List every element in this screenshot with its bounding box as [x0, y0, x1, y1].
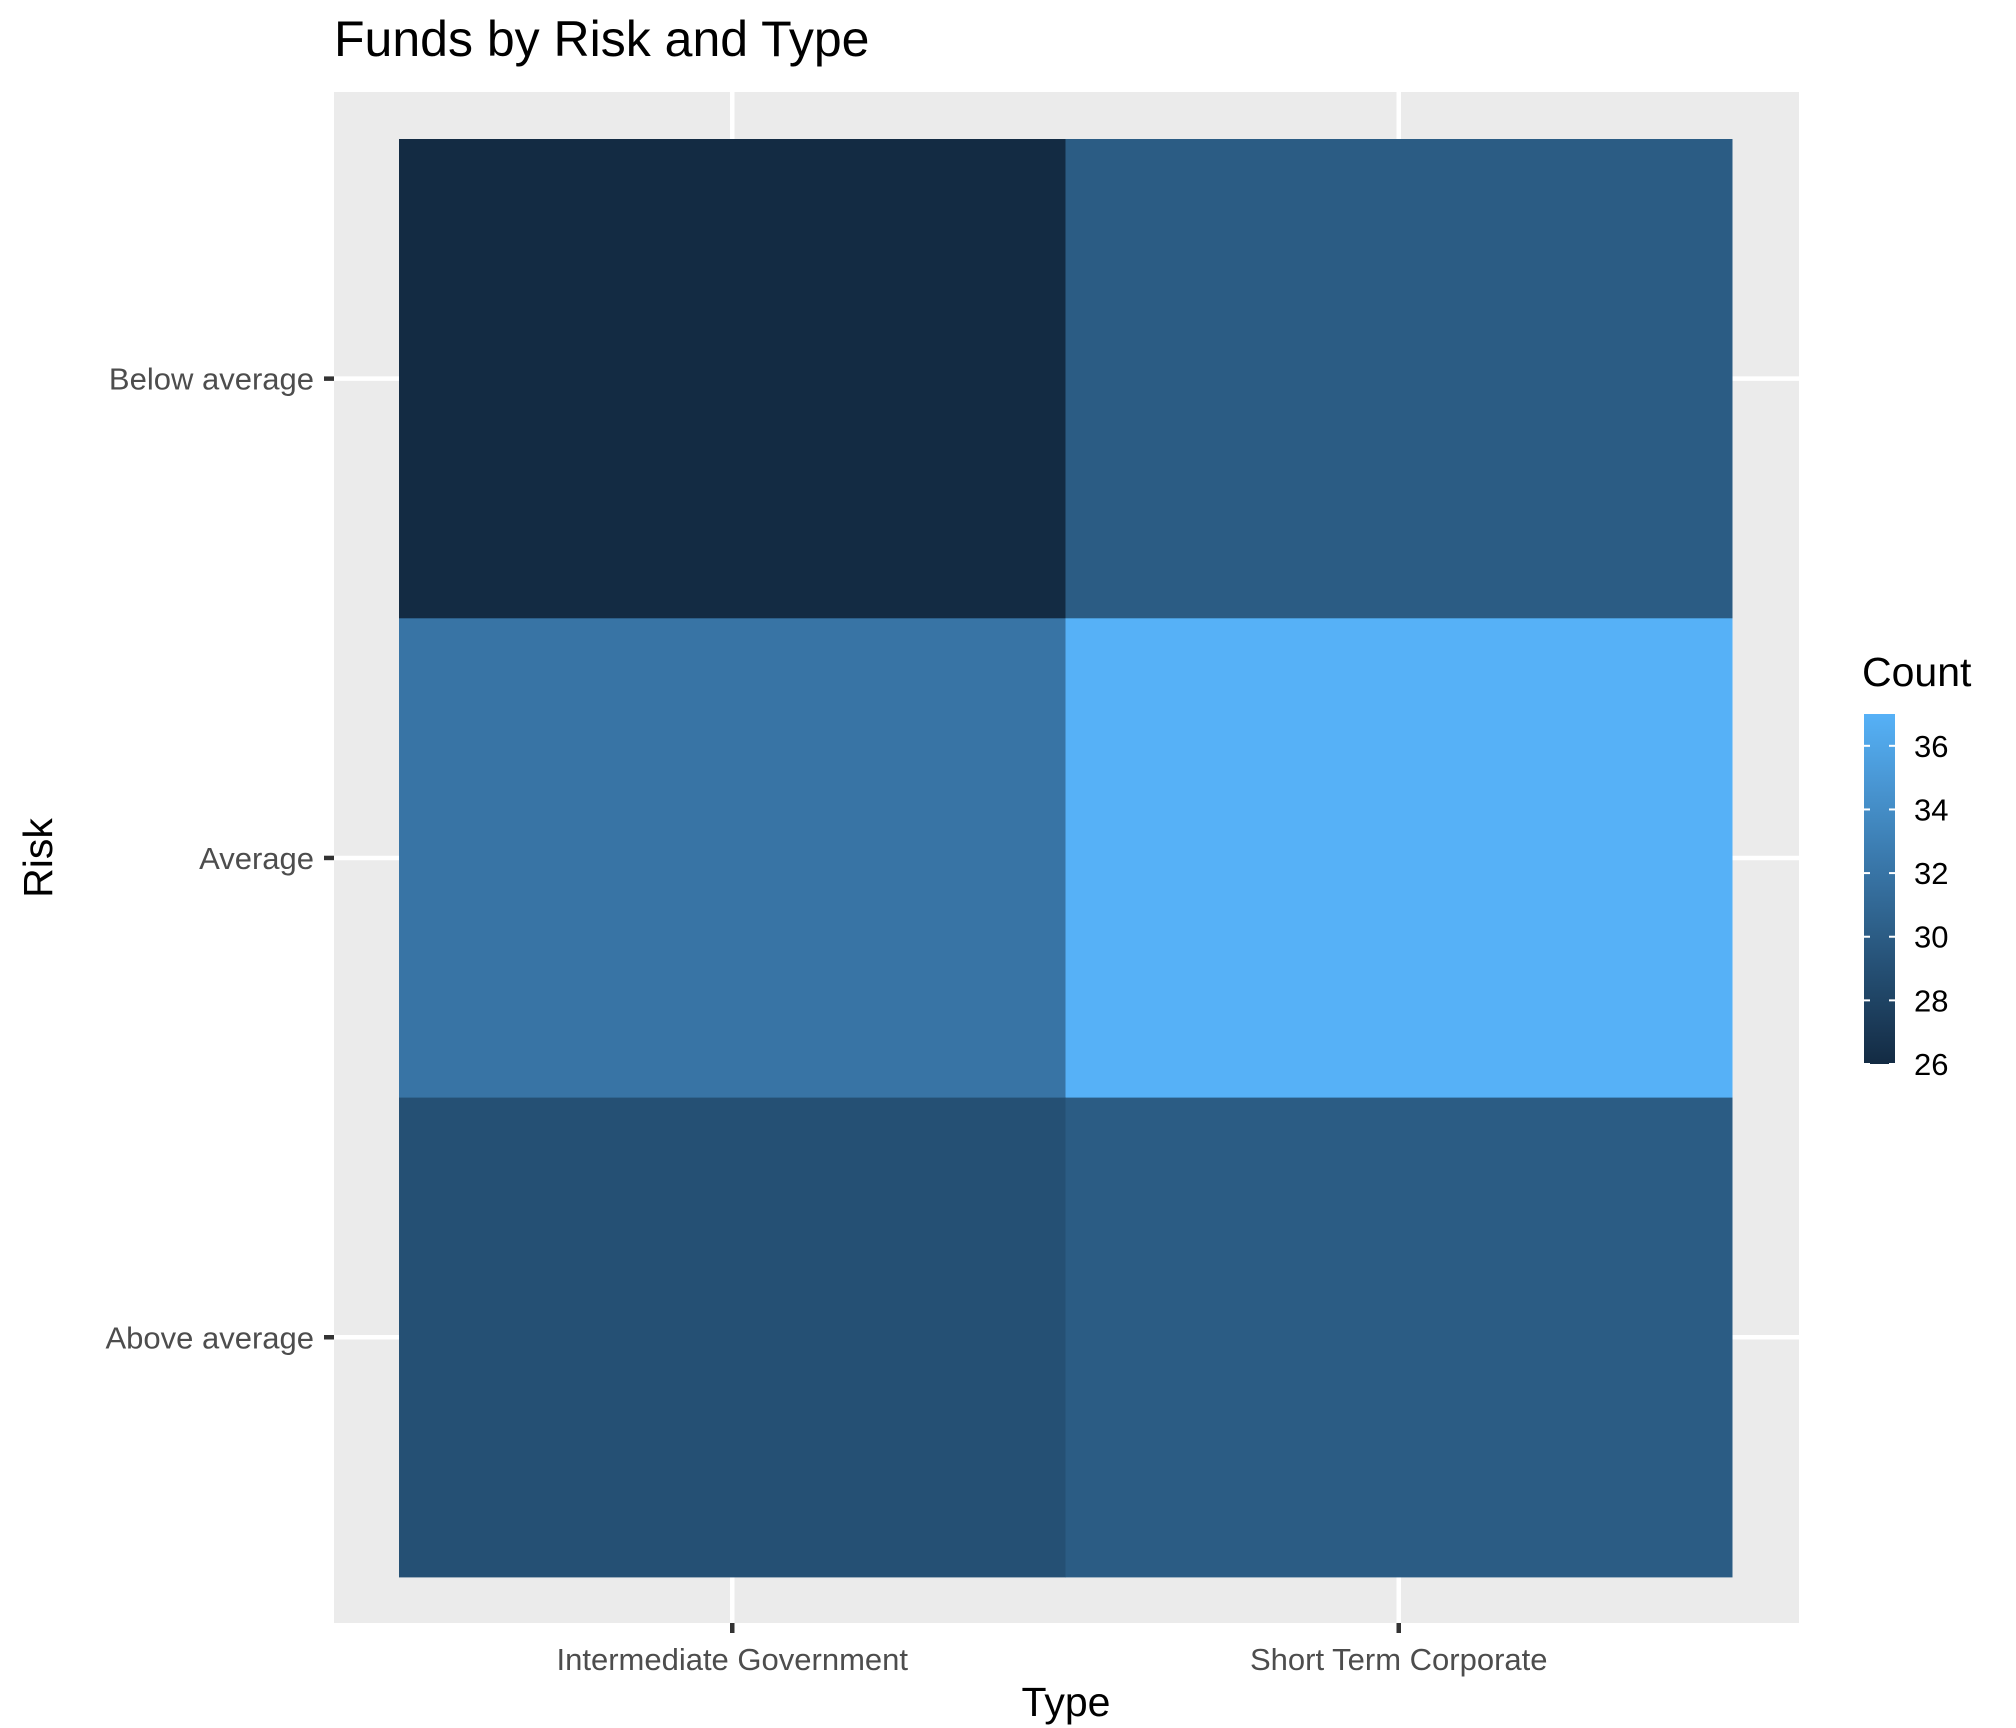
legend-label-30: 30 [1914, 920, 1948, 955]
legend-label-26: 26 [1914, 1047, 1948, 1082]
legend-label-34: 34 [1914, 792, 1948, 827]
chart-title: Funds by Risk and Type [334, 11, 869, 67]
heatmap-cell-below-average-intermediate-government [399, 139, 1066, 619]
x-tick-label-short-term-corporate: Short Term Corporate [1250, 1642, 1548, 1677]
legend-label-28: 28 [1914, 983, 1948, 1018]
y-tick-label-below-average: Below average [109, 362, 314, 397]
heatmap-cell-above-average-intermediate-government [399, 1097, 1066, 1578]
heatmap-cell-above-average-short-term-corporate [1065, 1097, 1733, 1578]
color-legend: Count 26 28 30 32 34 36 [1862, 649, 1972, 1082]
x-axis-title: Type [1022, 1679, 1111, 1725]
legend-ticks: 26 28 30 32 34 36 [1864, 729, 1948, 1082]
heatmap-cell-below-average-short-term-corporate [1065, 139, 1733, 619]
legend-label-32: 32 [1914, 856, 1948, 891]
y-axis-title: Risk [15, 818, 61, 898]
legend-title: Count [1862, 649, 1972, 695]
legend-colorbar [1864, 714, 1895, 1064]
heatmap-cell-average-short-term-corporate [1065, 618, 1733, 1099]
y-tick-label-above-average: Above average [105, 1320, 314, 1355]
heatmap-cells [399, 139, 1733, 1578]
y-axis-ticks: Above average Average Below average [105, 362, 334, 1355]
heatmap-cell-average-intermediate-government [399, 618, 1066, 1099]
x-tick-label-intermediate-government: Intermediate Government [556, 1642, 908, 1677]
y-tick-label-average: Average [199, 841, 314, 876]
x-axis-ticks: Intermediate Government Short Term Corpor… [556, 1623, 1548, 1677]
legend-label-36: 36 [1914, 729, 1948, 764]
